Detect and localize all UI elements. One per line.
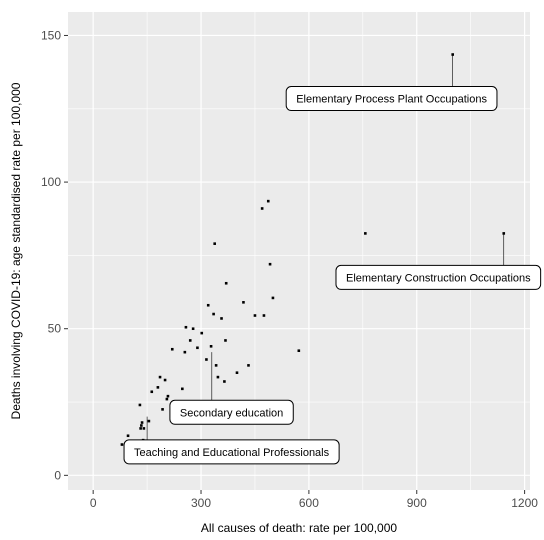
data-point <box>165 397 169 401</box>
annotation-label: Secondary education <box>169 399 294 425</box>
x-tick-label: 1200 <box>511 496 538 510</box>
data-point <box>161 408 164 411</box>
y-tick-label: 150 <box>41 28 61 42</box>
data-point <box>142 427 146 430</box>
data-point <box>268 262 272 266</box>
data-point <box>156 386 160 389</box>
axis-tick-labels: 0 300 600 900 1200 0 50 100 150 <box>41 28 538 510</box>
data-point <box>364 232 367 235</box>
annotation-box <box>123 439 340 465</box>
data-point <box>200 331 204 335</box>
y-tick-label: 0 <box>54 468 61 482</box>
data-point <box>247 364 250 367</box>
data-point <box>188 339 192 342</box>
x-tick-label: 600 <box>299 496 319 510</box>
data-point <box>150 390 154 394</box>
x-tick-label: 900 <box>407 496 427 510</box>
data-point <box>271 296 275 300</box>
data-point <box>242 301 245 304</box>
data-point <box>147 419 151 423</box>
plot-panel <box>68 12 530 490</box>
data-point <box>181 387 184 391</box>
data-point <box>170 347 174 351</box>
data-point <box>220 317 223 320</box>
data-point <box>120 443 124 446</box>
y-tick-label: 50 <box>48 322 62 336</box>
data-point <box>140 424 143 427</box>
data-point <box>253 314 257 317</box>
x-tick-label: 300 <box>191 496 211 510</box>
annotation-box <box>169 399 294 425</box>
data-point <box>191 327 195 331</box>
data-point <box>235 371 239 374</box>
data-point <box>214 364 218 367</box>
y-tick-label: 100 <box>41 175 61 189</box>
annotation-label: Elementary Construction Occupations <box>335 264 542 290</box>
annotation-text: Elementary Process Plant Occupations <box>296 94 487 106</box>
axis-ticks <box>64 34 526 494</box>
data-point <box>260 207 264 210</box>
data-point <box>205 358 208 361</box>
data-point <box>126 434 130 438</box>
data-point <box>213 242 216 245</box>
annotation-label: Elementary Process Plant Occupations <box>285 86 498 112</box>
grid-major <box>68 12 530 490</box>
data-point <box>266 199 270 203</box>
data-point <box>224 339 227 342</box>
x-tick-label: 0 <box>90 496 97 510</box>
data-point <box>140 421 144 424</box>
annotation-label: Teaching and Educational Professionals <box>123 439 340 465</box>
annotations: Elementary Process Plant Occupations Elem… <box>123 54 542 465</box>
data-point <box>209 345 213 348</box>
y-axis-title: Deaths involving COVID-19: age standardi… <box>9 82 23 419</box>
data-point <box>224 281 228 285</box>
data-point <box>138 403 142 407</box>
data-point <box>262 314 266 317</box>
data-point <box>206 303 210 307</box>
data-point <box>223 380 226 383</box>
annotation-text: Secondary education <box>180 407 283 419</box>
annotation-box <box>335 264 542 290</box>
data-point <box>163 378 167 382</box>
annotation-text: Teaching and Educational Professionals <box>134 447 330 459</box>
data-point <box>183 350 187 354</box>
x-axis-title: All causes of death: rate per 100,000 <box>201 521 397 535</box>
data-point <box>196 346 199 350</box>
data-point <box>166 394 170 398</box>
data-point <box>158 375 162 379</box>
data-point <box>216 375 220 379</box>
annotation-text: Elementary Construction Occupations <box>346 272 531 284</box>
data-point <box>297 349 301 353</box>
annotation-box <box>285 86 498 112</box>
data-point <box>184 325 188 329</box>
data-point <box>212 312 215 316</box>
data-point <box>139 427 142 430</box>
